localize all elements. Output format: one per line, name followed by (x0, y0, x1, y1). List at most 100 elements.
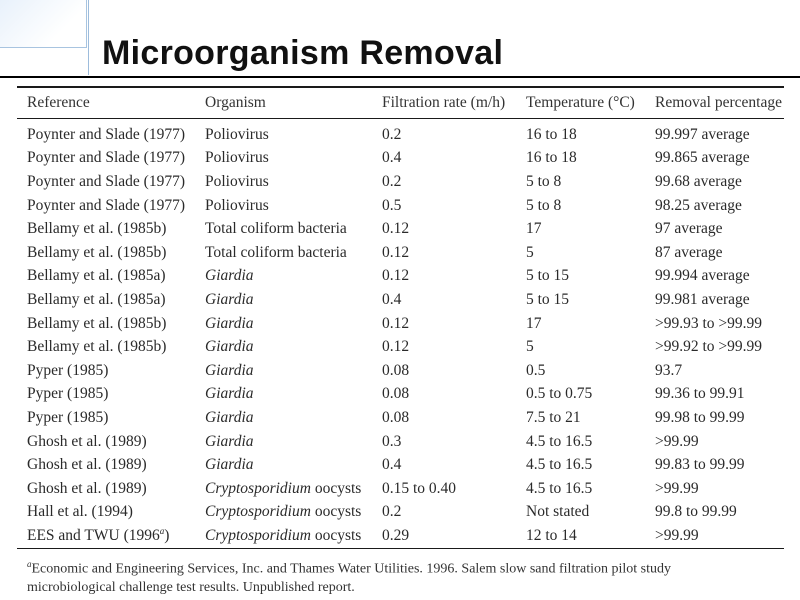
cell-reference: Pyper (1985) (17, 359, 195, 383)
organism-name: Giardia (205, 290, 254, 308)
cell-filtration-rate: 0.2 (382, 503, 402, 521)
cell-filtration-rate: 0.5 (382, 196, 402, 214)
reference-text: Poynter and Slade (1977) (27, 196, 185, 214)
footnote-line-1: aEconomic and Engineering Services, Inc.… (27, 555, 784, 579)
table-top-rule (17, 86, 784, 88)
cell-reference: Poynter and Slade (1977) (17, 170, 195, 194)
cell-filtration-rate: 0.3 (382, 432, 402, 450)
cell-removal-percentage: >99.99 (655, 479, 699, 497)
cell-reference: Bellamy et al. (1985b) (17, 241, 195, 265)
cell-organism: Total coliform bacteria (195, 217, 372, 241)
table-row: Poynter and Slade (1977) Poliovirus 0.2 16 … (17, 123, 784, 147)
cell-filtration-rate: 0.08 (382, 385, 410, 403)
cell-removal-percentage: 99.865 average (655, 149, 750, 167)
table-figure: Reference Organism Filtration rate (m/h)… (17, 86, 784, 597)
reference-text: Bellamy et al. (1985b) (27, 243, 167, 261)
organism-name: Giardia (205, 314, 254, 332)
cell-reference: Ghosh et al. (1989) (17, 453, 195, 477)
cell-reference: Poynter and Slade (1977) (17, 123, 195, 147)
cell-temperature: 16 to 18 (526, 125, 577, 143)
cell-filtration-rate: 0.29 (382, 526, 410, 544)
cell-temperature: 5 (526, 338, 534, 356)
cell-organism: Giardia (195, 430, 372, 454)
cell-organism: Cryptosporidium oocysts (195, 477, 372, 501)
cell-reference: Bellamy et al. (1985b) (17, 312, 195, 336)
cell-removal-percentage: 99.36 to 99.91 (655, 385, 745, 403)
cell-temperature: 5 to 15 (526, 290, 570, 308)
cell-removal-percentage: 99.994 average (655, 267, 750, 285)
reference-text: Poynter and Slade (1977) (27, 125, 185, 143)
table-row: Pyper (1985) Giardia 0.08 7.5 to 21 99.98 to… (17, 406, 784, 430)
cell-removal-percentage: 87 average (655, 243, 723, 261)
cell-temperature: Not stated (526, 503, 590, 521)
cell-filtration-rate: 0.2 (382, 172, 402, 190)
cell-filtration-rate: 0.4 (382, 149, 402, 167)
reference-text: Bellamy et al. (1985b) (27, 338, 167, 356)
organism-suffix: oocysts (310, 479, 362, 497)
reference-text: Bellamy et al. (1985a) (27, 290, 166, 308)
cell-temperature: 5 to 8 (526, 196, 562, 214)
cell-temperature: 4.5 to 16.5 (526, 432, 593, 450)
table-row: Ghosh et al. (1989) Giardia 0.3 4.5 to 16.5… (17, 430, 784, 454)
organism-suffix: oocysts (310, 503, 362, 521)
table-footnote: aEconomic and Engineering Services, Inc.… (17, 549, 784, 598)
organism-suffix: oocysts (310, 526, 362, 544)
cell-reference: Pyper (1985) (17, 406, 195, 430)
table-row: Poynter and Slade (1977) Poliovirus 0.2 5 t… (17, 170, 784, 194)
header-organism: Organism (205, 94, 266, 111)
reference-text: Pyper (1985) (27, 408, 109, 426)
cell-organism: Poliovirus (195, 170, 372, 194)
cell-organism: Cryptosporidium oocysts (195, 524, 372, 548)
cell-organism: Poliovirus (195, 194, 372, 218)
cell-filtration-rate: 0.4 (382, 456, 402, 474)
cell-reference: Ghosh et al. (1989) (17, 430, 195, 454)
cell-temperature: 0.5 to 0.75 (526, 385, 593, 403)
corner-decoration (0, 0, 87, 48)
reference-tail: ) (164, 527, 170, 545)
reference-text: EES and TWU (1996 (27, 527, 160, 545)
slide-title: Microorganism Removal (102, 34, 504, 72)
cell-organism: Cryptosporidium oocysts (195, 501, 372, 525)
organism-name: Giardia (205, 408, 254, 426)
cell-organism: Giardia (195, 406, 372, 430)
cell-organism: Poliovirus (195, 123, 372, 147)
cell-filtration-rate: 0.12 (382, 220, 410, 238)
header-removal-percentage: Removal percentage (655, 94, 782, 111)
cell-removal-percentage: 97 average (655, 220, 723, 238)
cell-filtration-rate: 0.12 (382, 243, 410, 261)
header-rule (17, 118, 784, 119)
table-row: Poynter and Slade (1977) Poliovirus 0.4 16 … (17, 147, 784, 171)
cell-filtration-rate: 0.12 (382, 338, 410, 356)
table-row: Bellamy et al. (1985a) Giardia 0.4 5 to 15 9… (17, 288, 784, 312)
organism-name: Total coliform bacteria (205, 243, 347, 261)
cell-temperature: 7.5 to 21 (526, 408, 581, 426)
cell-reference: Bellamy et al. (1985b) (17, 335, 195, 359)
cell-removal-percentage: 93.7 (655, 361, 683, 379)
organism-name: Total coliform bacteria (205, 220, 347, 238)
cell-reference: Bellamy et al. (1985a) (17, 288, 195, 312)
organism-name: Giardia (205, 338, 254, 356)
cell-filtration-rate: 0.2 (382, 125, 402, 143)
cell-organism: Giardia (195, 265, 372, 289)
cell-organism: Giardia (195, 453, 372, 477)
reference-footnote-marker: a (159, 526, 165, 537)
cell-organism: Giardia (195, 383, 372, 407)
cell-temperature: 5 to 15 (526, 267, 570, 285)
cell-removal-percentage: 99.83 to 99.99 (655, 456, 745, 474)
cell-reference: Bellamy et al. (1985a) (17, 265, 195, 289)
header-filtration-rate: Filtration rate (m/h) (382, 94, 506, 111)
table-row: Pyper (1985) Giardia 0.08 0.5 to 0.75 99.36 … (17, 383, 784, 407)
reference-text: Pyper (1985) (27, 361, 109, 379)
reference-text: Ghosh et al. (1989) (27, 432, 147, 450)
title-underline (0, 76, 800, 78)
table-row: Poynter and Slade (1977) Poliovirus 0.5 5 t… (17, 194, 784, 218)
table-row: Hall et al. (1994) Cryptosporidium oocyst… (17, 501, 784, 525)
cell-filtration-rate: 0.12 (382, 314, 410, 332)
cell-removal-percentage: >99.93 to >99.99 (655, 314, 763, 332)
cell-temperature: 17 (526, 314, 542, 332)
organism-name: Poliovirus (205, 125, 269, 143)
reference-text: Poynter and Slade (1977) (27, 149, 185, 167)
cell-removal-percentage: >99.99 (655, 432, 699, 450)
cell-filtration-rate: 0.15 to 0.40 (382, 479, 457, 497)
cell-removal-percentage: 98.25 average (655, 196, 742, 214)
